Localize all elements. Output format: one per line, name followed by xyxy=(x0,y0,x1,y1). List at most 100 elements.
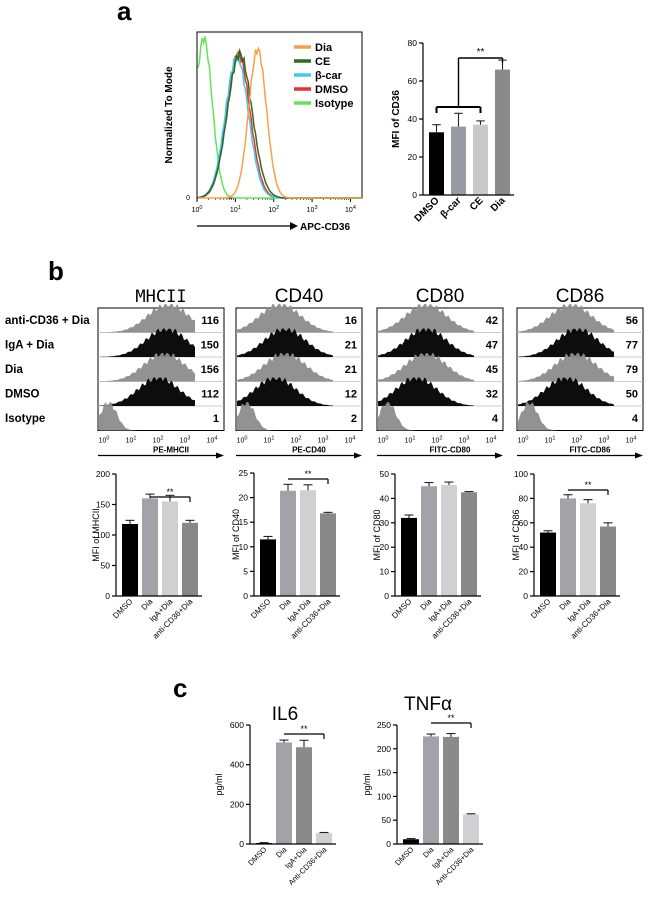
histogram-mfi-value: 32 xyxy=(486,389,498,401)
y-tick-label: 10 xyxy=(239,542,249,552)
histogram-fill xyxy=(99,353,195,382)
bar xyxy=(495,69,510,195)
y-tick-label: 200 xyxy=(230,799,244,809)
histogram-fill xyxy=(237,328,333,357)
bar xyxy=(122,524,138,596)
histogram-mfi-value: 21 xyxy=(345,364,357,376)
category-label: DMSO xyxy=(413,195,442,224)
y-axis-label: MFI of CD80 xyxy=(372,509,382,560)
y-tick-label: 400 xyxy=(230,760,244,770)
histogram-fill xyxy=(518,402,614,431)
x-tick-label: 102 xyxy=(268,205,279,214)
histogram-mfi-value: 47 xyxy=(486,340,498,352)
y-tick-label: 80 xyxy=(519,493,529,503)
bar xyxy=(296,747,312,844)
histogram-fill xyxy=(518,328,614,357)
legend-label: Dia xyxy=(315,42,333,54)
histogram-fill xyxy=(518,377,614,406)
y-tick-label: 50 xyxy=(380,469,390,479)
y-tick-label: 25 xyxy=(239,468,249,478)
x-axis-label: PE-CD40 xyxy=(292,446,326,455)
histogram-fill xyxy=(99,304,195,333)
significance-stars: ** xyxy=(166,487,174,497)
y-tick-label: 0 xyxy=(412,190,417,200)
bar xyxy=(300,490,316,596)
category-label: Dia xyxy=(419,597,434,612)
histogram-mfi-value: 2 xyxy=(351,413,357,425)
x-tick-label: 100 xyxy=(378,436,389,445)
panel-label-a: a xyxy=(117,0,132,26)
bar xyxy=(580,503,596,596)
histogram-mfi-value: 50 xyxy=(626,389,638,401)
y-tick-label: 150 xyxy=(96,500,110,510)
x-tick-label: 101 xyxy=(264,436,275,445)
histogram-fill xyxy=(99,377,195,406)
histogram-row-label: Isotype xyxy=(5,413,45,425)
histogram-panel-title: MHCII xyxy=(135,287,186,307)
bar xyxy=(461,492,477,596)
histogram-panel-title: CD40 xyxy=(275,286,324,307)
significance-stars: ** xyxy=(447,713,455,723)
bar xyxy=(320,513,336,596)
y-tick-label: 20 xyxy=(380,542,390,552)
bar xyxy=(182,522,198,596)
x-tick-label: 104 xyxy=(345,205,356,214)
category-label: DMSO xyxy=(249,597,272,620)
y-tick-label: 40 xyxy=(519,542,529,552)
histogram-fill xyxy=(237,402,333,431)
category-label: Dia xyxy=(558,597,573,612)
histogram-fill xyxy=(99,402,195,431)
category-label: Dia xyxy=(140,597,155,612)
y-axis-label: MFI of CD86 xyxy=(511,509,521,560)
y-tick-label: 50 xyxy=(382,815,392,825)
category-label: DMSO xyxy=(111,597,134,620)
histogram-mfi-value: 156 xyxy=(201,364,219,376)
histogram-panel-title: CD80 xyxy=(416,286,465,307)
category-label: DMSO xyxy=(529,597,552,620)
histogram-frame xyxy=(235,307,363,431)
y-tick-label: 50 xyxy=(101,561,111,571)
panel-label-b: b xyxy=(48,256,64,286)
histogram-fill xyxy=(237,377,333,406)
histogram-mfi-value: 4 xyxy=(632,413,639,425)
category-label: Dia xyxy=(421,844,436,859)
category-label: Dia xyxy=(274,844,289,859)
category-label: DMSO xyxy=(246,845,268,867)
bar xyxy=(451,126,466,195)
histogram-stacks-panel-b: anti-CD36 + Dia IgA + Dia Dia DMSO Isotype MH… xyxy=(5,286,644,459)
histogram-fill xyxy=(518,304,614,333)
y-tick-label: 100 xyxy=(514,469,528,479)
legend-label: Isotype xyxy=(315,98,354,110)
x-axis-label: FITC-CD80 xyxy=(430,446,471,455)
significance-stars: ** xyxy=(477,47,485,58)
x-axis-label: PE-MHCII xyxy=(153,446,189,455)
y-tick-label: 100 xyxy=(377,791,391,801)
legend-label: DMSO xyxy=(315,84,348,96)
bar xyxy=(560,498,576,596)
x-axis-label: APC-CD36 xyxy=(300,222,350,233)
significance-stars: ** xyxy=(304,469,312,479)
chart-title: IL6 xyxy=(272,704,298,725)
histogram-mfi-value: 112 xyxy=(201,389,219,401)
significance-stars: ** xyxy=(300,724,308,734)
y-tick-label: 600 xyxy=(230,720,244,730)
x-tick-label: 102 xyxy=(291,436,302,445)
x-tick-label: 101 xyxy=(126,436,137,445)
y-tick-label: 0 xyxy=(243,591,248,601)
category-label: β-car xyxy=(439,195,464,220)
histogram-mfi-value: 16 xyxy=(345,315,357,327)
legend-label: β-car xyxy=(315,70,343,82)
y-axis-label: MFI of CD40 xyxy=(231,509,241,560)
bar xyxy=(429,132,444,195)
x-tick-label: 103 xyxy=(180,436,191,445)
x-tick-label: 102 xyxy=(153,436,164,445)
bar xyxy=(473,124,488,195)
y-tick-label: 200 xyxy=(96,469,110,479)
histogram-fill xyxy=(378,304,474,333)
y-tick-label: 100 xyxy=(96,530,110,540)
